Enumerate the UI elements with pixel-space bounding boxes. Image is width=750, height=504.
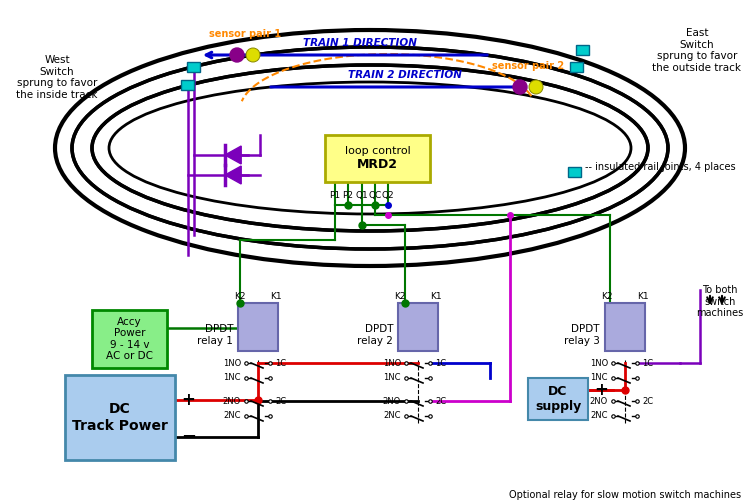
Text: 2NO: 2NO — [223, 397, 241, 406]
Ellipse shape — [94, 67, 646, 229]
Text: DC
supply: DC supply — [535, 385, 581, 413]
Text: DC
Track Power: DC Track Power — [72, 402, 168, 432]
Text: 2NC: 2NC — [590, 411, 608, 420]
Text: QC: QC — [368, 191, 382, 200]
Text: −: − — [181, 428, 196, 446]
Text: sensor pair 1: sensor pair 1 — [209, 29, 281, 39]
Text: 1NO: 1NO — [590, 358, 608, 367]
Text: MRD2: MRD2 — [357, 158, 398, 171]
Circle shape — [230, 48, 244, 62]
Text: P2: P2 — [343, 191, 353, 200]
Text: 1NC: 1NC — [224, 373, 241, 383]
Text: 2C: 2C — [642, 397, 653, 406]
Bar — [528, 378, 588, 420]
Text: DPDT
relay 1: DPDT relay 1 — [197, 324, 233, 346]
Text: +: + — [181, 391, 195, 409]
Bar — [576, 45, 589, 55]
Text: 1NC: 1NC — [590, 373, 608, 383]
Text: 1NC: 1NC — [383, 373, 401, 383]
Text: loop control: loop control — [344, 147, 410, 157]
Bar — [238, 303, 278, 351]
Text: West
Switch
sprung to favor
the inside track: West Switch sprung to favor the inside t… — [16, 55, 98, 100]
Text: K1: K1 — [638, 292, 649, 301]
Text: 2NC: 2NC — [224, 411, 241, 420]
Ellipse shape — [112, 85, 628, 211]
Text: Accy
Power
9 - 14 v
AC or DC: Accy Power 9 - 14 v AC or DC — [106, 317, 153, 361]
Bar — [570, 62, 583, 72]
Text: TRAIN 2 DIRECTION: TRAIN 2 DIRECTION — [348, 70, 462, 80]
Circle shape — [513, 80, 527, 94]
Bar — [605, 303, 645, 351]
Text: DPDT
relay 2: DPDT relay 2 — [357, 324, 393, 346]
Polygon shape — [225, 166, 242, 184]
Text: DPDT
relay 3: DPDT relay 3 — [564, 324, 600, 346]
Text: 2C: 2C — [275, 397, 286, 406]
Text: 2NO: 2NO — [382, 397, 401, 406]
Text: Optional relay for slow motion switch machines: Optional relay for slow motion switch ma… — [509, 490, 741, 500]
Polygon shape — [225, 146, 242, 164]
Text: K2: K2 — [394, 292, 406, 301]
Bar — [398, 303, 438, 351]
Bar — [568, 167, 581, 177]
Bar — [92, 310, 167, 368]
Text: +: + — [594, 381, 608, 399]
Text: K2: K2 — [602, 292, 613, 301]
Text: 1NO: 1NO — [223, 358, 241, 367]
Bar — [65, 375, 175, 460]
Text: K2: K2 — [234, 292, 246, 301]
Text: -- insulated rail joints, 4 places: -- insulated rail joints, 4 places — [585, 162, 736, 172]
Circle shape — [529, 80, 543, 94]
Text: K1: K1 — [270, 292, 282, 301]
Text: Q1: Q1 — [356, 191, 368, 200]
Text: Q2: Q2 — [382, 191, 394, 200]
Text: 1C: 1C — [275, 358, 286, 367]
Text: East
Switch
sprung to favor
the outside track: East Switch sprung to favor the outside … — [652, 28, 742, 73]
Text: TRAIN 1 DIRECTION: TRAIN 1 DIRECTION — [303, 38, 417, 48]
Bar — [187, 62, 200, 72]
Text: P1: P1 — [329, 191, 340, 200]
Text: 1C: 1C — [642, 358, 653, 367]
Circle shape — [246, 48, 260, 62]
Text: 2NC: 2NC — [383, 411, 401, 420]
Text: 2C: 2C — [435, 397, 446, 406]
Text: To both
switch
machines: To both switch machines — [696, 285, 743, 318]
Text: 2NO: 2NO — [590, 397, 608, 406]
Text: K1: K1 — [430, 292, 442, 301]
Text: sensor pair 2: sensor pair 2 — [492, 61, 564, 71]
Bar — [181, 80, 194, 90]
Bar — [325, 135, 430, 182]
Text: 1C: 1C — [435, 358, 446, 367]
Text: 1NO: 1NO — [382, 358, 401, 367]
